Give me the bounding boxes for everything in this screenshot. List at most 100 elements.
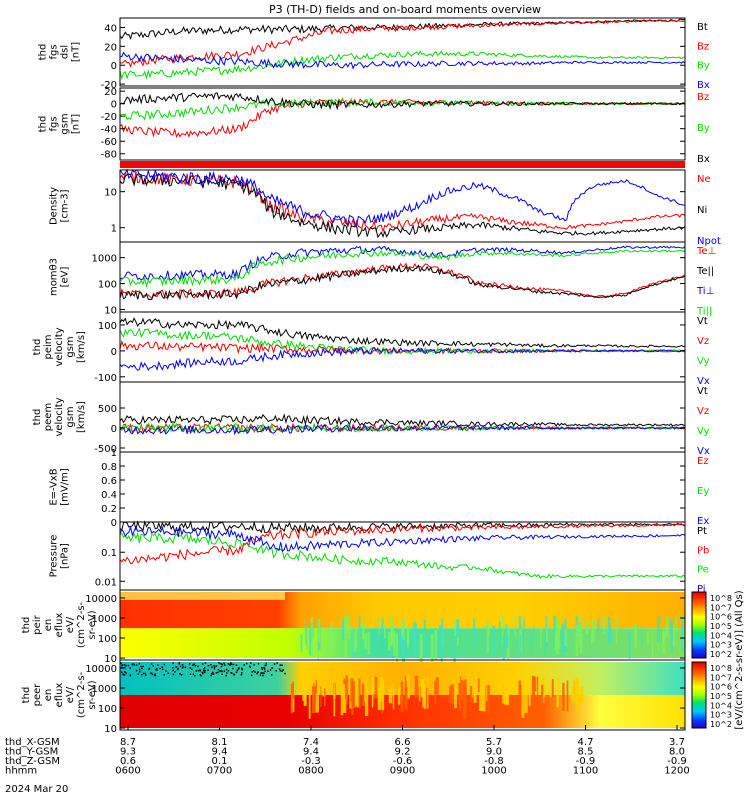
- heatmap-streak: [311, 686, 316, 713]
- heatmap-dot: [179, 673, 181, 675]
- heatmap-streak: [343, 615, 347, 633]
- panel-peir: 10 100 1000 10000 thd peir en eflux eV/(cm^2-s-s…: [21, 589, 686, 668]
- x-tick-label: 1100: [573, 766, 598, 777]
- heatmap-dot: [150, 672, 152, 675]
- heatmap-streak: [358, 616, 361, 631]
- heatmap-streak: [344, 628, 348, 658]
- x-tick-label: -0.6: [393, 756, 413, 767]
- y-tick-label: 1000: [92, 684, 117, 695]
- heatmap-dot: [201, 671, 204, 674]
- colorbar-tick-label: 10^7: [710, 603, 732, 612]
- heatmap-dot: [178, 662, 181, 664]
- heatmap-dot: [181, 664, 184, 666]
- heatmap-streak: [400, 681, 404, 712]
- heatmap-streak: [381, 680, 385, 711]
- heatmap-dot: [194, 664, 197, 667]
- heatmap-dot: [199, 674, 202, 676]
- series-line-Pt: [119, 520, 686, 534]
- heatmap-dot: [215, 665, 218, 667]
- legend-Vt: Vt: [697, 386, 708, 397]
- heatmap-streak: [545, 628, 548, 642]
- heatmap-streak: [514, 616, 516, 637]
- colorbar-tick-label: 10^5: [710, 622, 732, 631]
- heatmap-streak: [409, 631, 411, 649]
- legend-Ti||: Ti||: [696, 306, 712, 317]
- heatmap-dot: [129, 667, 132, 669]
- heatmap-streak: [426, 676, 429, 709]
- y-axis-label: thd: [38, 116, 49, 133]
- heatmap-streak: [362, 622, 365, 640]
- heatmap-streak: [524, 681, 528, 714]
- heatmap-streak: [473, 682, 477, 703]
- panel-peim-velocity: Vt Vz Vy Vx -100 0 100 thd peim velocity gsm [km/s]: [32, 311, 710, 387]
- heatmap-dot: [197, 665, 199, 668]
- y-tick-label: 0.1: [101, 548, 117, 559]
- heatmap-streak: [634, 623, 637, 648]
- series-line-Bx: [119, 92, 686, 111]
- heatmap-streak: [310, 623, 314, 656]
- heatmap-dot: [204, 662, 207, 664]
- panel-efield: Ez Ey Ex 0 0.2 0.4 0.6 0.8 1 E=-VxB [mV/m]: [49, 448, 710, 529]
- panel-bg: [120, 18, 685, 86]
- heatmap-streak: [615, 617, 618, 644]
- heatmap-streak: [502, 681, 505, 704]
- heatmap-dot: [230, 672, 232, 674]
- heatmap-dot: [181, 667, 184, 669]
- y-tick-label: -40: [101, 125, 117, 136]
- heatmap-dot: [140, 665, 142, 668]
- heatmap-streak: [346, 676, 348, 704]
- heatmap-streak: [290, 687, 295, 713]
- heatmap-streak: [430, 633, 434, 663]
- heatmap-dot: [220, 665, 223, 668]
- heatmap-streak: [305, 620, 307, 646]
- heatmap-streak: [647, 630, 649, 645]
- y-tick-label: 0: [111, 518, 117, 529]
- heatmap-dot: [121, 664, 124, 666]
- heatmap-dot: [150, 663, 153, 665]
- heatmap-dot: [142, 665, 144, 668]
- x-tick-label: 6.6: [395, 737, 411, 748]
- heatmap-dot: [129, 674, 132, 676]
- heatmap-dot: [203, 668, 205, 670]
- y-tick-label: 0.4: [101, 490, 117, 501]
- colorbar-tick-label: 10^8: [710, 594, 732, 603]
- heatmap-streak: [521, 686, 525, 718]
- y-tick-label: 0.6: [101, 476, 117, 487]
- x-axis-row-label: hhmm: [5, 766, 37, 777]
- series-line-Pb: [119, 523, 686, 565]
- heatmap-dot: [180, 674, 183, 676]
- heatmap-dot: [161, 668, 164, 671]
- x-tick-label: 9.2: [395, 747, 411, 758]
- heatmap-streak: [367, 632, 370, 655]
- heatmap-streak: [315, 688, 319, 713]
- panel-fgs-dsl: Bt Bz By Bx -20 0 20 40 thd fgs dsl [nT]: [38, 17, 710, 91]
- heatmap-dot: [262, 674, 264, 677]
- heatmap-dot: [261, 668, 264, 671]
- heatmap-streak: [378, 616, 380, 634]
- series-line-Bx: [119, 51, 686, 70]
- y-tick-label: 100: [98, 280, 117, 291]
- y-axis-label: momθ3: [49, 258, 60, 296]
- heatmap-dot: [156, 669, 158, 671]
- y-axis-label: [nT]: [71, 42, 82, 62]
- panel-pressure: Pt Pb Pe Pi 0.01 0.1 Pressure [nPa]: [49, 520, 709, 595]
- legend-Vx: Vx: [697, 446, 710, 457]
- legend-Pi: Pi: [697, 584, 706, 595]
- heatmap-streak: [460, 680, 465, 700]
- separator-bar: [120, 161, 685, 168]
- heatmap-streak: [419, 633, 423, 665]
- heatmap-streak: [361, 683, 366, 706]
- y-axis-label: (cm^2-s-: [76, 671, 87, 718]
- y-tick-label: 20: [104, 42, 117, 53]
- heatmap-streak: [434, 681, 437, 705]
- heatmap-dot: [125, 664, 127, 667]
- x-axis-labels: thd_X-GSM 8.7 8.1 7.4 6.6 5.7 4.7 3.7 thd_Y-GSM 9…: [5, 725, 690, 795]
- heatmap-dot: [284, 672, 286, 675]
- colorbar-tick-label: 10^3: [710, 711, 732, 720]
- colorbar-label: [eV/(cm^2-s-sr-eV)] (All Qs): [734, 590, 745, 729]
- heatmap-streak: [290, 683, 293, 714]
- heatmap-streak: [561, 627, 564, 658]
- y-tick-label: 0.01: [95, 577, 117, 588]
- heatmap-streak: [464, 679, 467, 703]
- x-tick-label: 4.7: [578, 737, 594, 748]
